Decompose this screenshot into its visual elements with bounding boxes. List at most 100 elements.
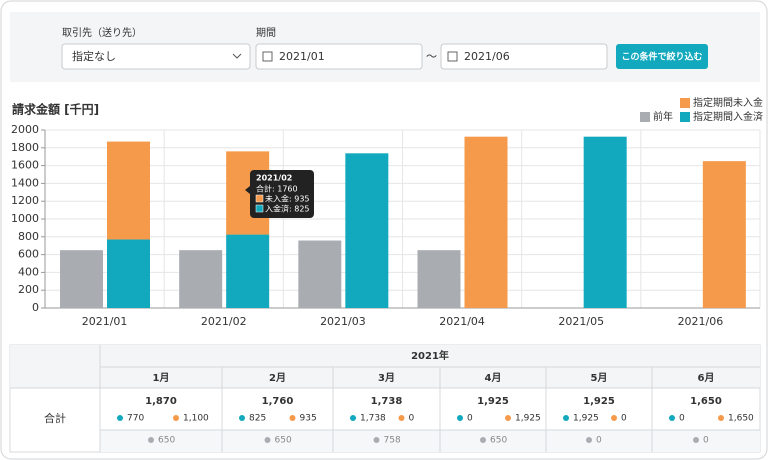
x-tick-label: 2021/02: [201, 315, 247, 328]
paid: 0: [679, 414, 685, 424]
total: 1,650: [690, 396, 722, 407]
filter-button[interactable]: [616, 44, 708, 69]
bar: [702, 161, 746, 308]
dot: [563, 415, 569, 421]
total: 1,870: [145, 396, 177, 407]
from-value: 2021/01: [279, 50, 325, 63]
dot: [350, 415, 356, 421]
bar: [464, 136, 508, 308]
calendar-icon: [447, 51, 458, 62]
bar: [107, 239, 150, 308]
month-header: 2月: [269, 372, 286, 384]
bar: [226, 234, 270, 308]
x-tick-label: 2021/05: [558, 315, 604, 328]
tooltip-arrow: [245, 186, 250, 194]
partner-select[interactable]: [61, 43, 251, 70]
previous: 0: [703, 436, 709, 446]
bar: [583, 136, 627, 308]
dot: [173, 415, 179, 421]
y-tick-label: 800: [18, 230, 39, 243]
calendar-icon: [262, 51, 273, 62]
y-tick-label: 200: [18, 283, 39, 296]
tooltip-line: 未入金: 935: [265, 194, 310, 204]
paid: 1,738: [360, 414, 386, 424]
unpaid: 0: [409, 414, 415, 424]
period-label: 期間: [256, 27, 276, 39]
legend-label: 指定期間未入金: [693, 96, 763, 109]
dot: [457, 415, 463, 421]
bar: [179, 250, 223, 308]
total: 1,925: [583, 396, 615, 407]
unpaid: 1,100: [183, 414, 209, 424]
tooltip-swatch: [255, 204, 264, 213]
unpaid: 1,650: [728, 414, 754, 424]
total: 1,738: [371, 396, 403, 407]
dot: [586, 437, 592, 443]
legend-swatch: [680, 112, 690, 122]
tooltip-title: 2021/02: [256, 174, 292, 183]
y-tick-label: 2000: [11, 123, 39, 136]
y-tick-label: 400: [18, 265, 39, 278]
total: 1,925: [477, 396, 509, 407]
tooltip-line: 入金済: 825: [265, 204, 310, 214]
partner-label: 取引先（送り先）: [62, 26, 142, 39]
select-arrow: [232, 53, 242, 59]
bar: [345, 153, 389, 308]
y-tick-label: 1400: [11, 176, 39, 189]
row-label: 合計: [44, 411, 66, 425]
paid: 825: [249, 414, 266, 424]
bar: [60, 250, 103, 308]
dot: [398, 415, 405, 421]
y-tick-label: 1000: [11, 212, 39, 225]
y-tick-label: 1600: [11, 159, 39, 172]
partner-value: 指定なし: [72, 49, 116, 63]
dot: [117, 415, 123, 421]
year-header: 2021年: [411, 349, 449, 362]
dot: [264, 437, 271, 443]
y-axis-title: 請求金額 [千円]: [12, 102, 99, 117]
bar: [417, 250, 461, 308]
tooltip: [250, 170, 314, 218]
to-value: 2021/06: [464, 50, 510, 63]
paid: 0: [467, 414, 473, 424]
unpaid: 935: [300, 414, 317, 424]
x-tick-label: 2021/06: [678, 315, 724, 328]
dot: [373, 437, 380, 443]
separator: 〜: [426, 50, 437, 63]
paid: 770: [127, 414, 144, 424]
bar: [298, 240, 342, 308]
month-header: 6月: [698, 372, 715, 384]
to-input[interactable]: [440, 43, 608, 70]
dot: [611, 415, 617, 421]
previous: 650: [490, 436, 507, 446]
y-tick-label: 1800: [11, 141, 39, 154]
y-tick-label: 1200: [11, 194, 39, 207]
unpaid: 1,925: [515, 414, 541, 424]
from-input[interactable]: [255, 43, 423, 70]
prev-row-bg: [100, 430, 760, 452]
dot: [289, 415, 296, 421]
legend-label: 指定期間入金済: [693, 110, 763, 123]
filter-button-label: この条件で絞り込む: [621, 51, 702, 63]
dot: [148, 437, 154, 443]
x-tick-label: 2021/03: [320, 315, 366, 328]
x-tick-label: 2021/01: [82, 315, 128, 328]
tooltip-line: 合計: 1760: [256, 184, 298, 194]
month-header: 4月: [485, 372, 502, 384]
previous: 0: [596, 436, 602, 446]
y-tick-label: 0: [32, 301, 39, 314]
dot: [693, 437, 699, 443]
previous: 758: [384, 436, 401, 446]
month-header: 5月: [591, 372, 608, 384]
previous: 650: [158, 436, 175, 446]
legend-swatch: [640, 112, 650, 122]
previous: 650: [275, 436, 292, 446]
dot: [505, 415, 511, 421]
total: 1,760: [262, 396, 294, 407]
legend-swatch: [680, 98, 690, 108]
dot: [239, 415, 245, 421]
dot: [669, 415, 675, 421]
tooltip-swatch: [255, 194, 264, 203]
